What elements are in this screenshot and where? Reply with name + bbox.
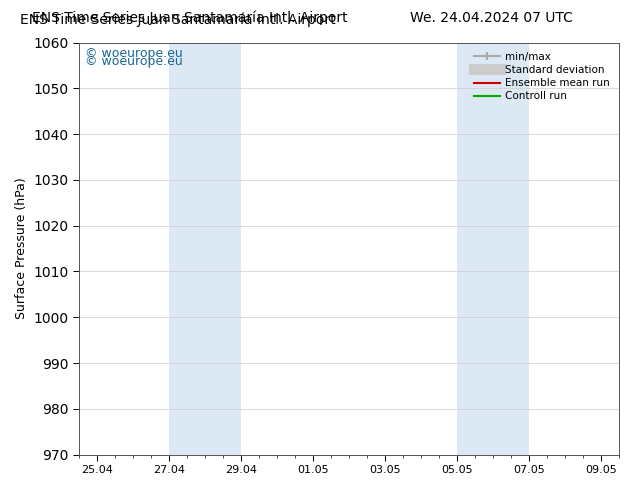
Text: © woeurope.eu: © woeurope.eu (84, 55, 183, 68)
Y-axis label: Surface Pressure (hPa): Surface Pressure (hPa) (15, 178, 28, 319)
Text: ENS Time Series Juan Santamaría Intl. Airport: ENS Time Series Juan Santamaría Intl. Ai… (32, 11, 348, 25)
Text: © woeurope.eu: © woeurope.eu (84, 48, 183, 60)
Bar (169, 43, 241, 455)
Bar (457, 43, 529, 455)
Text: ENS Time Series Juan Santamaría Intl. Airport: ENS Time Series Juan Santamaría Intl. Ai… (20, 12, 335, 27)
Text: We. 24.04.2024 07 UTC: We. 24.04.2024 07 UTC (410, 11, 573, 25)
Legend: min/max, Standard deviation, Ensemble mean run, Controll run: min/max, Standard deviation, Ensemble me… (469, 48, 614, 105)
